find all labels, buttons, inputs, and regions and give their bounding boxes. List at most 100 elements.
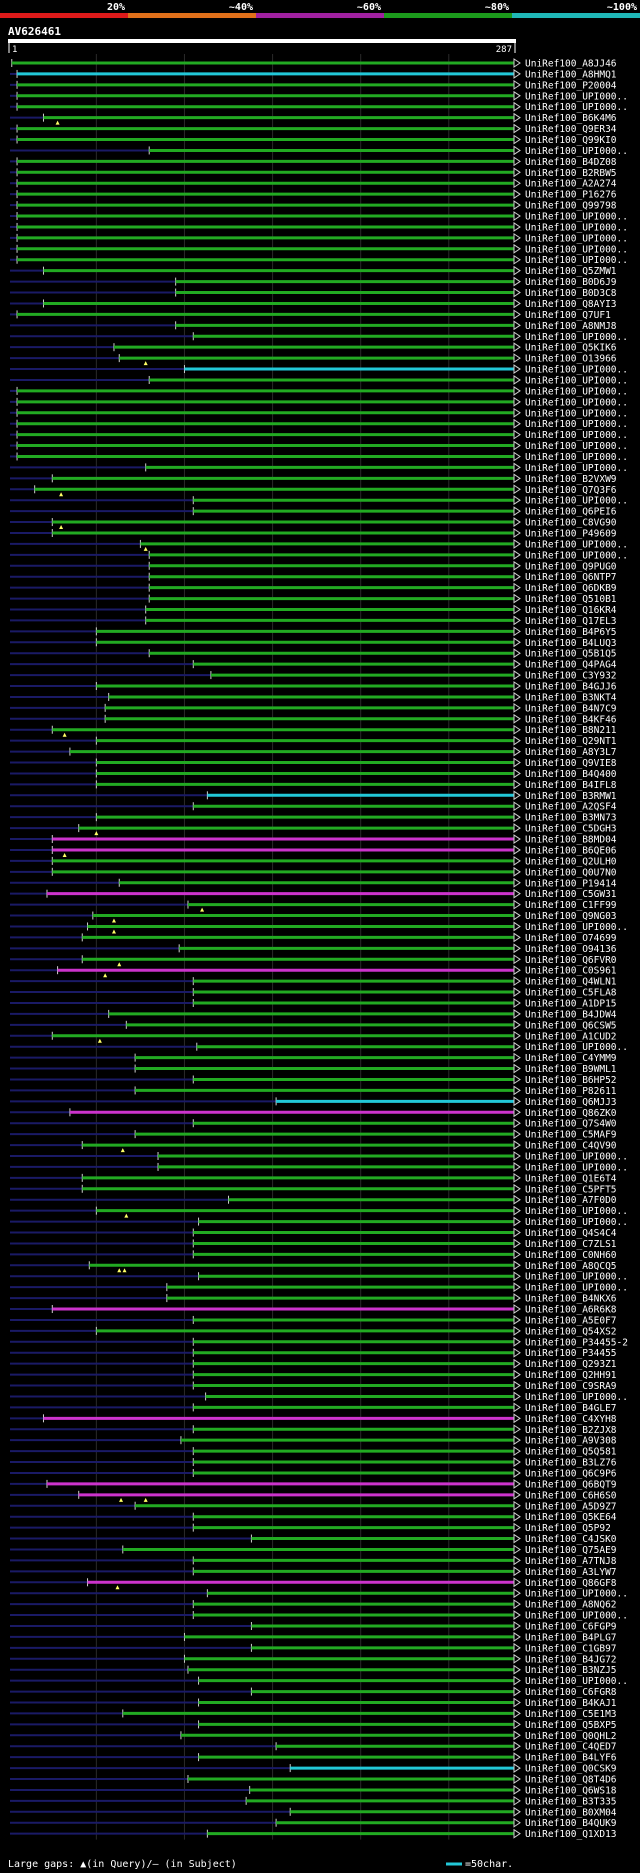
- hit-label[interactable]: UniRef100_Q0QHL2: [525, 1731, 617, 1742]
- hit-label[interactable]: UniRef100_UPI000..: [525, 332, 628, 343]
- hit-label[interactable]: UniRef100_UPI000..: [525, 255, 628, 266]
- hit-row[interactable]: UniRef100_B4Q400: [10, 768, 617, 780]
- hit-label[interactable]: UniRef100_UPI000..: [525, 922, 628, 933]
- hit-label[interactable]: UniRef100_B3MN73: [525, 813, 617, 824]
- hit-row[interactable]: UniRef100_O13966: [10, 353, 617, 366]
- hit-label[interactable]: UniRef100_A8QCQ5: [525, 1261, 617, 1272]
- hit-label[interactable]: UniRef100_Q8AYI3: [525, 299, 617, 310]
- hit-row[interactable]: UniRef100_UPI000..: [10, 549, 628, 561]
- hit-row[interactable]: UniRef100_Q5BXP5: [10, 1719, 617, 1731]
- hit-row[interactable]: UniRef100_UPI000..: [10, 101, 628, 113]
- hit-row[interactable]: UniRef100_A5E0F7: [10, 1315, 617, 1326]
- hit-row[interactable]: UniRef100_A1DP15: [10, 998, 617, 1009]
- hit-row[interactable]: UniRef100_P19414: [10, 877, 617, 889]
- hit-row[interactable]: UniRef100_Q17EL3: [10, 615, 617, 627]
- hit-row[interactable]: UniRef100_Q6PEI6: [10, 506, 617, 518]
- hit-row[interactable]: UniRef100_B4QUK9: [10, 1817, 617, 1829]
- hit-label[interactable]: UniRef100_C0NH60: [525, 1250, 617, 1261]
- hit-row[interactable]: UniRef100_B6HP52: [10, 1074, 617, 1086]
- hit-row[interactable]: UniRef100_C6FGP9: [10, 1621, 617, 1632]
- hit-row[interactable]: UniRef100_B0XM04: [10, 1806, 617, 1818]
- hit-row[interactable]: UniRef100_C8VG90: [10, 517, 617, 530]
- hit-row[interactable]: UniRef100_Q4PAG4: [10, 659, 617, 671]
- hit-label[interactable]: UniRef100_UPI000..: [525, 1611, 628, 1622]
- hit-label[interactable]: UniRef100_Q5P92: [525, 1523, 611, 1534]
- hit-row[interactable]: UniRef100_UPI000..: [10, 1610, 628, 1622]
- hit-row[interactable]: UniRef100_UPI000..: [10, 254, 628, 266]
- hit-label[interactable]: UniRef100_C7ZLS1: [525, 1239, 617, 1250]
- hit-row[interactable]: UniRef100_UPI000..: [10, 1271, 628, 1283]
- hit-row[interactable]: UniRef100_P82611: [10, 1085, 617, 1097]
- hit-label[interactable]: UniRef100_B2RBW5: [525, 168, 617, 179]
- hit-row[interactable]: UniRef100_Q6DKB9: [10, 582, 617, 594]
- hit-row[interactable]: UniRef100_Q16KR4: [10, 604, 617, 616]
- hit-label[interactable]: UniRef100_UPI000..: [525, 233, 628, 244]
- hit-label[interactable]: UniRef100_Q5BXP5: [525, 1720, 617, 1731]
- hit-label[interactable]: UniRef100_B4KF46: [525, 714, 617, 725]
- hit-label[interactable]: UniRef100_B4GJJ6: [525, 682, 617, 693]
- hit-row[interactable]: UniRef100_Q9NG03: [10, 910, 617, 923]
- hit-row[interactable]: UniRef100_UPI000..: [10, 1588, 628, 1600]
- hit-row[interactable]: UniRef100_A1CUD2: [10, 1030, 617, 1043]
- hit-row[interactable]: UniRef100_B4KAJ1: [10, 1697, 617, 1709]
- hit-label[interactable]: UniRef100_UPI000..: [525, 386, 628, 397]
- hit-label[interactable]: UniRef100_A6R6K8: [525, 1305, 617, 1316]
- hit-row[interactable]: UniRef100_Q6FVR0: [10, 954, 617, 967]
- hit-label[interactable]: UniRef100_Q1XD13: [525, 1829, 617, 1840]
- hit-label[interactable]: UniRef100_C5FLA8: [525, 988, 617, 999]
- hit-label[interactable]: UniRef100_A9V308: [525, 1436, 617, 1447]
- hit-row[interactable]: UniRef100_Q4S4C4: [10, 1227, 617, 1239]
- hit-label[interactable]: UniRef100_Q6FVR0: [525, 955, 617, 966]
- hit-row[interactable]: UniRef100_O74699: [10, 932, 617, 944]
- hit-row[interactable]: UniRef100_C0NH60: [10, 1249, 617, 1261]
- hit-label[interactable]: UniRef100_B4N7C9: [525, 703, 617, 714]
- hit-label[interactable]: UniRef100_C6FGP9: [525, 1621, 617, 1632]
- hit-label[interactable]: UniRef100_A8HMQ1: [525, 69, 617, 80]
- hit-row[interactable]: UniRef100_C5FLA8: [10, 987, 617, 999]
- hit-label[interactable]: UniRef100_B4LYF6: [525, 1753, 617, 1764]
- hit-label[interactable]: UniRef100_Q6NTP7: [525, 572, 617, 583]
- hit-row[interactable]: UniRef100_B4IFL8: [10, 779, 617, 791]
- hit-row[interactable]: UniRef100_B4DZ08: [10, 156, 617, 168]
- hit-row[interactable]: UniRef100_A2A274: [10, 178, 617, 190]
- hit-label[interactable]: UniRef100_Q16KR4: [525, 605, 617, 616]
- hit-row[interactable]: UniRef100_A8HMQ1: [10, 68, 617, 80]
- hit-label[interactable]: UniRef100_UPI000..: [525, 463, 628, 474]
- hit-label[interactable]: UniRef100_C5E1M3: [525, 1709, 617, 1720]
- hit-label[interactable]: UniRef100_Q9ER34: [525, 124, 617, 135]
- hit-row[interactable]: UniRef100_Q86ZK0: [10, 1107, 617, 1119]
- hit-row[interactable]: UniRef100_UPI000..: [10, 407, 628, 419]
- hit-row[interactable]: UniRef100_UPI000..: [10, 1161, 628, 1173]
- hit-label[interactable]: UniRef100_UPI000..: [525, 146, 628, 157]
- hit-label[interactable]: UniRef100_B4KAJ1: [525, 1698, 617, 1709]
- hit-row[interactable]: UniRef100_A8NMJ8: [10, 320, 617, 332]
- hit-label[interactable]: UniRef100_Q293Z1: [525, 1359, 617, 1370]
- hit-row[interactable]: UniRef100_Q7Q3F6: [10, 484, 617, 497]
- hit-row[interactable]: UniRef100_Q0CSK9: [10, 1763, 617, 1775]
- hit-label[interactable]: UniRef100_A2A274: [525, 179, 617, 190]
- hit-label[interactable]: UniRef100_Q6MJJ3: [525, 1097, 617, 1108]
- hit-label[interactable]: UniRef100_C3Y932: [525, 671, 617, 682]
- hit-row[interactable]: UniRef100_C3Y932: [10, 670, 617, 682]
- hit-row[interactable]: UniRef100_Q8AYI3: [10, 298, 617, 310]
- hit-row[interactable]: UniRef100_UPI000..: [10, 375, 628, 386]
- hit-row[interactable]: UniRef100_Q7S4W0: [10, 1118, 617, 1130]
- hit-row[interactable]: UniRef100_B3LZ76: [10, 1457, 617, 1469]
- hit-label[interactable]: UniRef100_B6K4M6: [525, 113, 617, 124]
- hit-row[interactable]: UniRef100_UPI000..: [10, 1041, 628, 1053]
- hit-label[interactable]: UniRef100_UPI000..: [525, 1392, 628, 1403]
- hit-row[interactable]: UniRef100_UPI000..: [10, 385, 628, 397]
- hit-label[interactable]: UniRef100_B4JG72: [525, 1654, 617, 1665]
- hit-label[interactable]: UniRef100_Q5Q581: [525, 1447, 617, 1458]
- hit-label[interactable]: UniRef100_B0D6J9: [525, 277, 617, 288]
- hit-row[interactable]: UniRef100_B6QE06: [10, 845, 617, 857]
- hit-row[interactable]: UniRef100_B4GJJ6: [10, 681, 617, 693]
- hit-label[interactable]: UniRef100_Q6C9P6: [525, 1468, 617, 1479]
- hit-label[interactable]: UniRef100_B4IFL8: [525, 780, 617, 791]
- hit-label[interactable]: UniRef100_B3LZ76: [525, 1458, 617, 1469]
- hit-label[interactable]: UniRef100_C6H6S0: [525, 1490, 617, 1501]
- hit-row[interactable]: UniRef100_UPI000..: [10, 211, 628, 223]
- hit-row[interactable]: UniRef100_Q0QHL2: [10, 1730, 617, 1742]
- hit-row[interactable]: UniRef100_B4P6Y5: [10, 626, 617, 638]
- hit-row[interactable]: UniRef100_Q0U7N0: [10, 866, 617, 878]
